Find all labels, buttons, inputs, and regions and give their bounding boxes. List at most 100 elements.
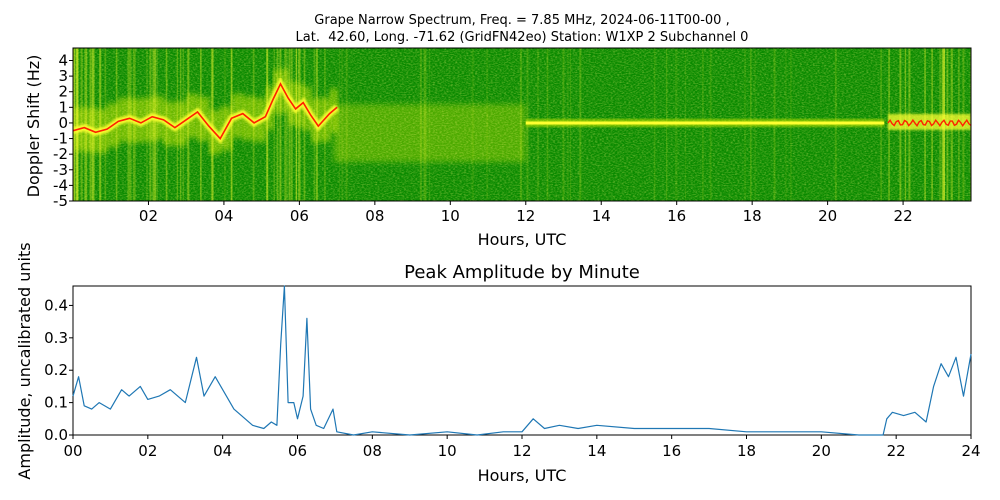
spectrogram-stripe: [187, 48, 190, 201]
spectrogram-stripe: [99, 48, 102, 201]
spectrogram-y-tick-label: 0: [58, 114, 68, 132]
spectrogram-traces: [73, 76, 971, 145]
amplitude-x-tick-label: 18: [737, 442, 756, 460]
amplitude-x-tick-label: 12: [512, 442, 531, 460]
spectrogram-stripe: [132, 48, 135, 201]
amplitude-series-line: [72, 285, 972, 436]
spectrogram-stripe: [298, 48, 300, 201]
spectrogram-stripe: [266, 48, 268, 201]
spectrogram-stripe: [295, 48, 298, 201]
amplitude-x-tick-label: 10: [438, 442, 457, 460]
spectrogram-stripe: [471, 48, 474, 201]
spectrogram-stripe: [92, 48, 95, 201]
spectrogram-stripe: [428, 48, 431, 201]
spectrogram-stripe: [486, 48, 488, 201]
spectrogram-stripe: [156, 48, 158, 201]
spectrogram-stripe: [153, 48, 156, 201]
spectrogram-stripe: [290, 48, 293, 201]
amplitude-y-tick-label: 0.3: [44, 329, 68, 347]
spectrogram-stripe: [324, 48, 326, 201]
spectrogram-y-tick-label: 2: [58, 83, 68, 101]
amplitude-x-tick-label: 20: [812, 442, 831, 460]
figure-title-line-2: Lat. 42.60, Long. -71.62 (GridFN42eo) St…: [295, 30, 749, 45]
spectrogram-stripe: [419, 48, 422, 201]
spectrogram-x-tick-label: 20: [818, 207, 837, 225]
spectrogram-stripe: [341, 48, 344, 201]
spectrogram-stripe: [266, 48, 269, 201]
spectrogram-stripe: [288, 48, 291, 201]
spectrogram-y-tick-label: 4: [58, 51, 68, 69]
spectrogram-stripe: [76, 48, 79, 201]
spectrogram-x-tick-label: 04: [214, 207, 233, 225]
amplitude-x-tick-label: 14: [587, 442, 606, 460]
spectrogram-stripe: [152, 48, 154, 201]
amplitude-x-axis-label: Hours, UTC: [478, 466, 567, 485]
amplitude-y-tick-label: 0.2: [44, 361, 68, 379]
spectrogram-stripe: [146, 48, 148, 201]
spectrogram-stripe: [89, 48, 91, 201]
spectrogram-x-tick-label: 16: [667, 207, 686, 225]
amplitude-y-axis-label: Amplitude, uncalibrated units: [15, 242, 34, 479]
dominant-trace-line: [73, 82, 338, 140]
spectrogram-x-tick-label: 14: [592, 207, 611, 225]
amplitude-y-tick-label: 0.1: [44, 394, 68, 412]
late-trace-line: [887, 118, 971, 127]
spectrogram-stripe: [80, 48, 83, 201]
amplitude-x-ticks: 00 02 04 06 08 10 12 14 16 18 20 22 24: [63, 435, 981, 460]
figure-title-line-1: Grape Narrow Spectrum, Freq. = 7.85 MHz,…: [314, 13, 730, 28]
spectrogram-stripe: [284, 48, 287, 201]
spectrogram-x-tick-label: 06: [290, 207, 309, 225]
spectrogram-stripe: [423, 48, 426, 201]
amplitude-x-tick-label: 24: [961, 442, 980, 460]
amplitude-y-tick-label: 0.0: [44, 426, 68, 444]
spectrogram-stripe: [104, 48, 107, 201]
spectrogram-y-tick-label: 3: [58, 67, 68, 85]
spectrogram-stripe: [76, 48, 79, 201]
spectrogram-stripe: [91, 48, 94, 201]
spectrogram-stripe: [99, 48, 101, 201]
spectrogram-stripe: [338, 48, 341, 201]
spectrogram-stripe: [90, 48, 92, 201]
spectrogram-stripe: [519, 48, 523, 201]
amplitude-x-tick-label: 08: [363, 442, 382, 460]
amplitude-panel: Peak Amplitude by Minute 00 02 04 06 08 10 12 1…: [15, 242, 981, 485]
spectrogram-x-axis-label: Hours, UTC: [478, 230, 567, 249]
spectrogram-stripe: [424, 48, 427, 201]
spectrogram-stripe: [298, 48, 301, 201]
spectrogram-stripe: [211, 48, 214, 201]
spectrogram-stripe: [303, 48, 306, 201]
spectrogram-frame: [72, 47, 972, 202]
amplitude-chart-title: Peak Amplitude by Minute: [404, 262, 640, 283]
spectrogram-stripe: [285, 48, 288, 201]
spectrogram-y-tick-label: -3: [53, 161, 68, 179]
spectrogram-stripe: [279, 48, 282, 201]
spectrogram-y-tick-label: -1: [53, 130, 68, 148]
spectrogram-x-tick-label: 22: [894, 207, 913, 225]
spectrogram-y-axis-label: Doppler Shift (Hz): [24, 55, 43, 198]
spectrogram-y-tick-label: 1: [58, 98, 68, 116]
spectrogram-y-tick-label: -5: [53, 192, 68, 210]
spectrogram-y-tick-label: -4: [53, 176, 68, 194]
amplitude-x-tick-label: 22: [887, 442, 906, 460]
spectrogram-stripe: [73, 48, 75, 201]
spectrogram-stripe: [127, 48, 130, 201]
spectrogram-stripe: [154, 48, 157, 201]
spectrogram-stripe: [273, 48, 276, 201]
amplitude-x-tick-label: 02: [138, 442, 157, 460]
amplitude-frame: [72, 285, 972, 436]
spectrogram-x-tick-label: 18: [743, 207, 762, 225]
spectrogram-x-tick-label: 10: [441, 207, 460, 225]
amplitude-x-tick-label: 00: [63, 442, 82, 460]
spectrogram-stripe: [134, 48, 136, 201]
spectrogram-stripe: [276, 48, 279, 201]
spectrogram-x-tick-label: 12: [516, 207, 535, 225]
spectrogram-stripe: [345, 48, 348, 201]
spectrogram-x-tick-label: 08: [365, 207, 384, 225]
amplitude-x-tick-label: 04: [213, 442, 232, 460]
amplitude-y-ticks: 0.0 0.1 0.2 0.3 0.4: [44, 296, 73, 444]
spectrogram-stripe: [150, 48, 152, 201]
spectrogram-stripe: [149, 48, 151, 201]
spectrogram-stripe: [200, 48, 202, 201]
